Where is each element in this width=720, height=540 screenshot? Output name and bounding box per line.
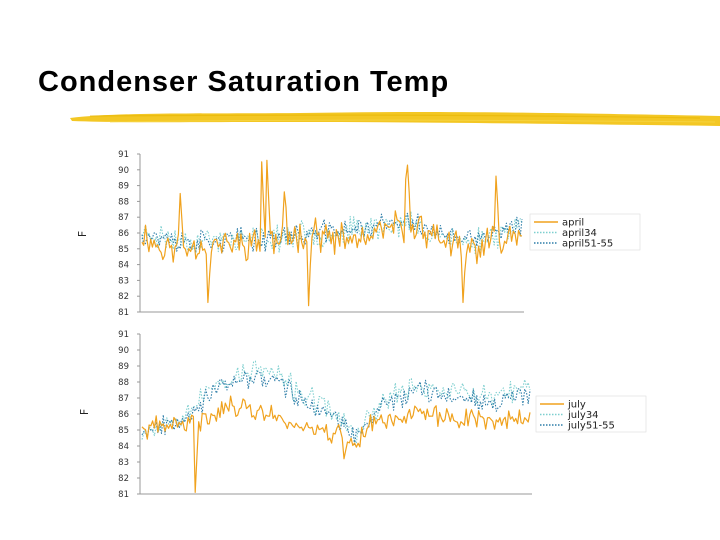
y-tick-label: 89 [118,182,129,192]
y-axis-label: F [76,231,89,237]
y-tick-label: 82 [118,292,129,302]
y-tick-label: 84 [118,261,129,271]
y-tick-label: 91 [118,330,129,340]
slide-title: Condenser Saturation Temp [38,66,450,98]
y-tick-label: 83 [118,276,129,286]
y-tick-label: 84 [118,442,129,452]
legend-label-april51-55: april51-55 [562,239,613,250]
y-tick-label: 88 [118,378,129,388]
y-tick-label: 87 [118,213,129,223]
series-line-april51-55 [141,212,523,254]
y-tick-label: 90 [118,346,129,356]
y-tick-label: 82 [118,474,129,484]
y-tick-label: 81 [118,490,129,500]
title-underline-brush [70,112,720,126]
y-axis-label: F [78,409,91,415]
chart-1: 81 82 83 84 85 86 87 88 89 90 91 Faprilapril34april… [76,150,641,318]
legend-label-july34: july34 [567,410,599,421]
legend-label-july51-55: july51-55 [567,421,615,432]
y-tick-label: 89 [118,362,129,372]
series-line-july51-55 [141,370,531,447]
y-tick-label: 81 [118,308,129,318]
y-tick-label: 90 [118,166,129,176]
series-line-july [141,395,531,493]
y-tick-label: 87 [118,394,129,404]
legend-label-april: april [562,218,584,229]
y-tick-label: 85 [118,426,129,436]
legend-box [529,213,641,251]
y-tick-label: 83 [118,458,129,468]
legend-box [535,395,647,433]
legend-label-april34: april34 [562,228,597,239]
series-line-april [141,159,523,307]
y-tick-label: 86 [118,410,129,420]
chart-2: 81 82 83 84 85 86 87 88 89 90 91 Fjulyjuly34july51-… [78,330,647,500]
series-line-july34 [141,360,531,444]
y-tick-label: 85 [118,245,129,255]
y-tick-label: 91 [118,150,129,160]
y-tick-label: 86 [118,229,129,239]
y-tick-label: 88 [118,197,129,207]
legend-label-july: july [567,400,586,411]
